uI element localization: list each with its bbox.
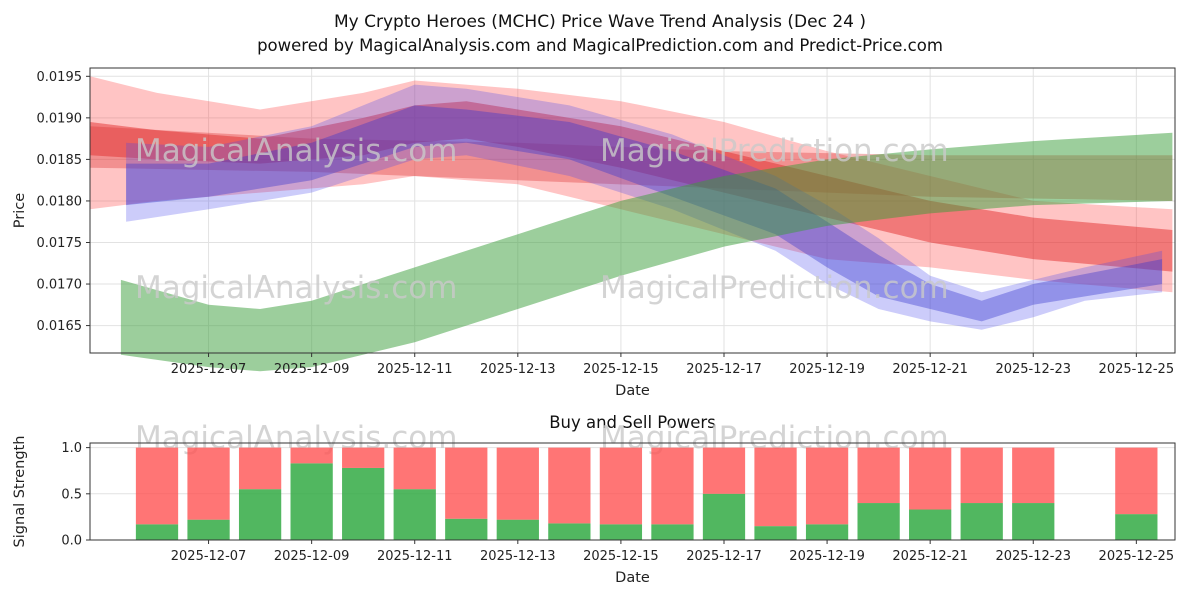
bar-sell [1115,447,1158,515]
bar-buy [393,489,436,540]
bar-buy [496,519,539,540]
bar-sell [909,447,952,510]
watermark-text: MagicalPrediction.com [600,270,949,306]
y-tick-label: 0.0180 [37,194,83,209]
bar-buy [702,493,746,540]
x-tick-label: 2025-12-13 [480,362,556,377]
chart-title: My Crypto Heroes (MCHC) Price Wave Trend… [333,12,867,32]
x-tick-label: 2025-12-25 [1099,362,1175,377]
y-tick-label: 0.0190 [37,111,83,126]
x-tick-label: 2025-12-25 [1099,549,1175,564]
price-trend-chart: MagicalAnalysis.com MagicalPrediction.com… [12,67,1176,399]
bar-buy [909,509,952,540]
band-green [120,132,1173,372]
x-axis-label: Date [615,570,650,586]
x-tick-label: 2025-12-09 [274,362,350,377]
bar-buy [238,489,282,540]
band-red-wide [90,76,1173,293]
bar-sell [238,447,282,490]
y-tick-label: 0.0170 [37,278,83,293]
bar-sell [754,447,797,527]
x-tick-label: 2025-12-17 [686,549,762,564]
y-tick-label: 0.5 [61,487,82,502]
x-tick-label: 2025-12-21 [892,549,968,564]
x-tick-label: 2025-12-17 [686,362,762,377]
y-axis-label: Signal Strength [12,436,28,548]
x-tick-label: 2025-12-07 [171,549,247,564]
bar-sell [702,447,746,494]
y-axis-label: Price [12,193,28,228]
x-axis-label: Date [615,383,650,399]
x-tick-label: 2025-12-21 [892,362,968,377]
x-tick-label: 2025-12-15 [583,362,659,377]
band-blue-wide [126,84,1163,330]
bar-sell [548,447,591,524]
bar-chart-title: Buy and Sell Powers [549,413,716,432]
bar-sell [445,447,488,519]
watermark-text: MagicalAnalysis.com [135,270,457,306]
bar-buy [342,467,385,540]
plot-border [89,442,1176,541]
bar-buy [599,524,643,540]
x-tick-label: 2025-12-23 [995,362,1071,377]
x-tick-label: 2025-12-19 [789,362,865,377]
bar-buy [135,524,179,540]
bar-sell [857,447,900,504]
y-tick-label: 1.0 [61,441,82,456]
bar-sell [496,447,539,520]
y-tick-label: 0.0165 [37,319,83,334]
bar-sell [393,447,436,490]
bar-buy [754,526,797,540]
y-tick-label: 0.0185 [37,153,83,168]
x-tick-label: 2025-12-23 [995,549,1071,564]
x-tick-label: 2025-12-11 [377,549,453,564]
chart-subtitle: powered by MagicalAnalysis.com and Magic… [257,36,943,56]
plot-border [89,67,1176,354]
bar-sell [135,447,179,525]
x-tick-label: 2025-12-19 [789,549,865,564]
y-tick-label: 0.0 [61,534,82,549]
bar-sell [290,447,333,464]
bar-sell [187,447,230,520]
bar-sell [651,447,694,525]
watermark-text: MagicalPrediction.com [600,133,949,169]
x-tick-label: 2025-12-07 [171,362,247,377]
bar-sell [1012,447,1055,504]
bar-buy [1115,514,1158,540]
bar-buy [187,519,230,540]
figure-titles: My Crypto Heroes (MCHC) Price Wave Trend… [0,12,1200,57]
bar-buy [651,524,694,540]
bar-buy [805,524,849,540]
bar-sell [342,447,385,468]
bar-sell [960,447,1003,504]
bar-sell [805,447,849,525]
bar-buy [1012,503,1055,540]
x-tick-label: 2025-12-15 [583,549,659,564]
bar-buy [445,518,488,540]
band-blue-core [126,105,1163,322]
bar-buy [290,463,333,540]
band-red-core [90,101,1173,272]
bar-buy [857,503,900,540]
x-tick-label: 2025-12-13 [480,549,556,564]
x-tick-label: 2025-12-11 [377,362,453,377]
bar-buy [960,503,1003,540]
y-tick-label: 0.0175 [37,236,83,251]
y-tick-label: 0.0195 [37,70,83,85]
bar-sell [599,447,643,525]
bar-buy [548,523,591,540]
watermark-text: MagicalAnalysis.com [135,133,457,169]
x-tick-label: 2025-12-09 [274,549,350,564]
